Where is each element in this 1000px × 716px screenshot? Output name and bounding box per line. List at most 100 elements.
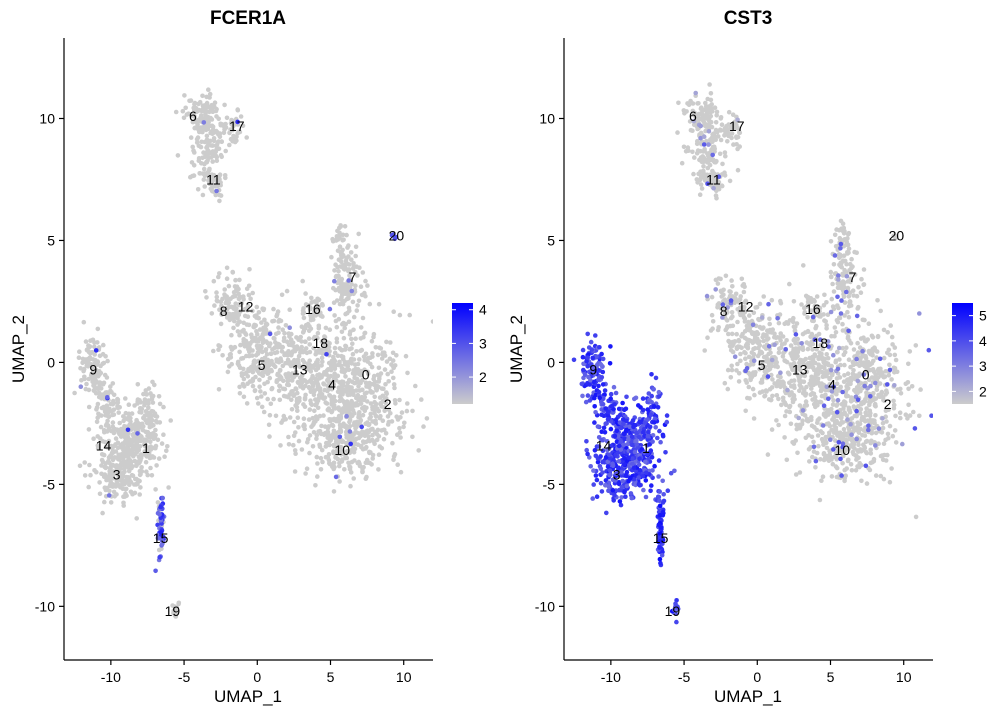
- cell-point: [121, 414, 126, 419]
- cell-point: [366, 422, 371, 428]
- cell-point: [758, 361, 764, 367]
- cell-point: [274, 312, 280, 317]
- cell-point: [725, 139, 730, 144]
- cell-point: [787, 404, 792, 410]
- cell-point: [719, 122, 725, 127]
- cell-point: [332, 345, 338, 351]
- cell-point: [779, 402, 784, 408]
- cell-point: [419, 397, 424, 402]
- cell-point: [702, 107, 707, 113]
- cell-point: [132, 490, 138, 496]
- cell-point: [750, 386, 756, 392]
- cell-point: [890, 342, 895, 347]
- cell-point: [124, 493, 129, 499]
- cell-point: [873, 430, 879, 436]
- cell-point: [597, 345, 602, 350]
- cell-point: [141, 415, 146, 421]
- cell-point: [351, 449, 357, 455]
- cell-point: [815, 433, 821, 438]
- cell-point: [752, 335, 758, 341]
- cell-point: [424, 416, 430, 421]
- cell-point: [857, 371, 862, 377]
- cell-point: [766, 351, 771, 357]
- cell-point: [729, 363, 734, 369]
- cell-point: [817, 416, 822, 421]
- cell-point: [830, 372, 835, 378]
- cell-point: [838, 415, 844, 421]
- cell-point: [875, 298, 880, 303]
- cell-point: [600, 448, 606, 454]
- cell-point: [849, 265, 854, 271]
- cell-point: [342, 359, 348, 365]
- cell-point: [202, 108, 207, 114]
- cell-point: [686, 102, 692, 108]
- cell-point: [126, 414, 132, 420]
- cell-point: [730, 339, 735, 345]
- cell-point: [392, 398, 398, 403]
- cell-point: [906, 386, 911, 392]
- cell-point: [809, 299, 815, 305]
- cell-point: [881, 441, 887, 447]
- cell-point: [123, 396, 128, 401]
- cluster-label: 20: [389, 228, 405, 244]
- cell-point: [155, 437, 161, 443]
- cell-point: [376, 467, 381, 472]
- cell-point: [907, 413, 913, 418]
- cell-point: [134, 441, 140, 447]
- cell-point: [96, 390, 102, 396]
- cell-point: [865, 364, 871, 369]
- cell-point: [211, 348, 216, 354]
- cell-point: [343, 311, 348, 317]
- cell-point: [353, 336, 358, 342]
- cell-point: [101, 380, 107, 386]
- cell-point: [341, 335, 347, 341]
- cell-point: [806, 446, 812, 452]
- cell-point: [210, 159, 215, 164]
- cell-point: [855, 350, 861, 355]
- cell-point: [701, 164, 706, 169]
- cell-point: [338, 224, 344, 229]
- cell-point: [866, 423, 871, 429]
- cell-point: [725, 305, 730, 310]
- cell-point: [341, 369, 347, 375]
- cell-point: [188, 174, 193, 180]
- cell-point: [341, 379, 346, 385]
- cell-point: [153, 427, 158, 433]
- cell-point: [625, 437, 631, 443]
- cell-point: [245, 381, 250, 387]
- cell-point: [138, 485, 143, 490]
- cell-point: [665, 488, 671, 494]
- cell-point: [389, 369, 394, 375]
- cell-point: [228, 136, 234, 142]
- cell-point: [367, 416, 372, 421]
- cell-point: [410, 408, 415, 414]
- cell-point: [845, 231, 851, 237]
- cell-point: [649, 483, 654, 488]
- cell-point: [799, 421, 805, 427]
- cell-point: [710, 152, 715, 158]
- cell-point: [306, 336, 312, 341]
- cell-point: [796, 366, 801, 372]
- cell-point: [735, 361, 740, 367]
- cell-point: [192, 125, 197, 131]
- cell-point: [347, 346, 352, 352]
- cell-point: [772, 331, 777, 337]
- cell-point: [741, 307, 746, 312]
- cell-point: [153, 568, 158, 574]
- cell-point: [289, 397, 294, 403]
- cell-point: [587, 382, 592, 387]
- cell-point: [153, 432, 158, 438]
- cell-point: [162, 454, 167, 460]
- cell-point: [83, 339, 89, 344]
- cell-point: [821, 412, 827, 418]
- cell-point: [333, 474, 339, 480]
- cell-point: [735, 117, 740, 123]
- cell-point: [830, 461, 836, 467]
- cell-point: [130, 464, 135, 469]
- cell-point: [707, 154, 712, 160]
- cell-point: [727, 127, 733, 132]
- cell-point: [98, 363, 103, 369]
- point-layer: [72, 87, 433, 619]
- cell-point: [854, 457, 859, 462]
- cell-point: [801, 358, 807, 363]
